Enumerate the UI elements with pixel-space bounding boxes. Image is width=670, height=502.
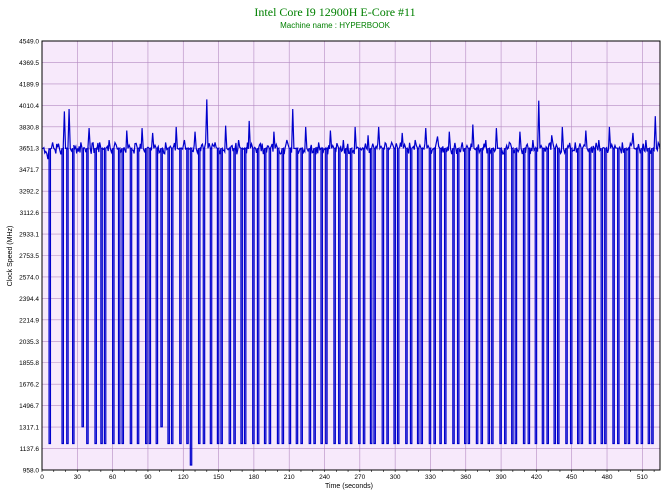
- x-tick-label: 480: [602, 474, 613, 481]
- x-tick-label: 210: [284, 474, 295, 481]
- y-tick-label: 4010.4: [19, 103, 39, 110]
- y-tick-label: 2214.9: [19, 317, 39, 324]
- plot-border: [41, 40, 661, 471]
- x-tick-label: 300: [390, 474, 401, 481]
- x-tick-label: 270: [354, 474, 365, 481]
- y-tick-label: 958.0: [23, 468, 40, 475]
- x-tick-label: 360: [460, 474, 471, 481]
- x-tick-label: 150: [213, 474, 224, 481]
- y-tick-label: 4189.9: [19, 81, 39, 88]
- y-tick-label: 1855.8: [19, 360, 39, 367]
- chart-title: Intel Core I9 12900H E-Core #11: [254, 5, 415, 19]
- x-tick-label: 180: [248, 474, 259, 481]
- y-tick-label: 1676.2: [19, 382, 39, 389]
- x-tick-label: 390: [496, 474, 507, 481]
- x-tick-label: 120: [178, 474, 189, 481]
- y-tick-label: 3112.6: [20, 210, 40, 217]
- y-tick-label: 2753.5: [19, 253, 39, 260]
- x-tick-label: 60: [109, 474, 117, 481]
- y-tick-label: 1137.6: [20, 446, 40, 453]
- x-tick-label: 450: [566, 474, 577, 481]
- x-tick-label: 420: [531, 474, 542, 481]
- y-tick-label: 2394.4: [19, 296, 39, 303]
- x-axis-label: Time (seconds): [325, 483, 373, 490]
- y-tick-label: 3292.2: [19, 189, 39, 196]
- y-tick-label: 2574.0: [19, 274, 39, 281]
- y-tick-label: 3830.8: [19, 124, 39, 131]
- plot-area: 958.0 1137.6 1317.1 1496.7 1676.2 1855.8 2035.…: [19, 39, 661, 481]
- y-tick-label: 1317.1: [19, 425, 39, 432]
- y-axis-label: Clock Speed (MHz): [7, 226, 14, 287]
- y-tick-label: 3471.7: [19, 167, 39, 174]
- x-tick-label: 330: [425, 474, 436, 481]
- x-tick-label: 240: [319, 474, 330, 481]
- y-axis-ticks: 958.0 1137.6 1317.1 1496.7 1676.2 1855.8 2035.…: [19, 39, 39, 475]
- chart-subtitle: Machine name : HYPERBOOK: [280, 21, 390, 30]
- x-axis-ticks: 0 30 60 90 120 150 180 210 240 270 300 330 360 390 420…: [40, 470, 655, 481]
- x-tick-label: 0: [40, 474, 44, 481]
- x-tick-label: 30: [74, 474, 82, 481]
- y-tick-label: 3651.3: [19, 146, 39, 153]
- x-tick-label: 90: [144, 474, 152, 481]
- clock-speed-series-line: [41, 99, 661, 466]
- y-tick-label: 2933.1: [19, 232, 39, 239]
- y-tick-label: 4549.0: [19, 39, 39, 46]
- y-tick-label: 2035.3: [19, 339, 39, 346]
- x-tick-label: 510: [637, 474, 648, 481]
- y-tick-label: 1496.7: [19, 403, 39, 410]
- y-tick-label: 4369.5: [19, 60, 39, 67]
